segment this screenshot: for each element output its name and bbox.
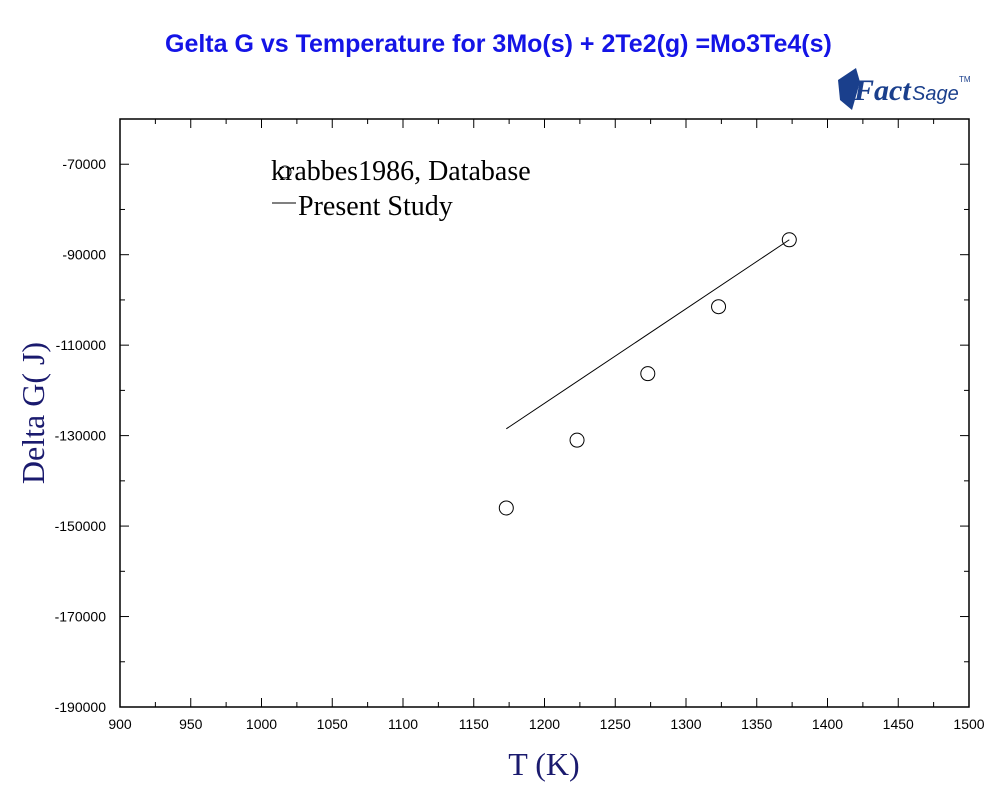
x-tick-label: 1450 (883, 716, 914, 732)
series-line-present-study (506, 239, 790, 430)
legend-marker-circle (278, 165, 292, 179)
y-tick-label: -90000 (62, 247, 106, 263)
x-tick-label: 1150 (459, 716, 489, 732)
x-tick-label: 1350 (741, 716, 772, 732)
y-tick-label: -190000 (55, 699, 107, 715)
x-tick-label: 1250 (600, 716, 631, 732)
chart-title: Gelta G vs Temperature for 3Mo(s) + 2Te2… (165, 30, 832, 58)
y-tick-label: -130000 (55, 428, 107, 444)
x-tick-label: 950 (179, 716, 203, 732)
legend-item-krabbes: krabbes1986, Database (271, 156, 531, 187)
y-tick-label: -70000 (62, 156, 106, 172)
y-axis-ticks: -70000 -90000 -110000 -130000 -150000 -170000… (55, 118, 969, 715)
data-point-krabbes (781, 232, 797, 248)
x-tick-label: 900 (108, 716, 132, 732)
svg-text:Sage: Sage (912, 83, 959, 105)
svg-text:TM: TM (959, 75, 971, 84)
plot-frame (119, 118, 970, 708)
legend: krabbes1986, Database Present Study (271, 156, 531, 222)
data-point-krabbes (498, 500, 514, 516)
x-tick-label: 1300 (670, 716, 701, 732)
factsage-logo-mark (838, 68, 860, 110)
y-tick-label: -110000 (56, 337, 107, 353)
svg-text:Fact: Fact (853, 74, 912, 107)
y-axis-label: Delta G( J) (15, 342, 51, 484)
x-tick-label: 1050 (317, 716, 348, 732)
factsage-logo: Fact Sage TM (838, 68, 971, 110)
x-tick-label: 1000 (246, 716, 277, 732)
data-point-krabbes (711, 299, 727, 315)
x-axis-ticks: 900 950 1000 1050 1100 1150 1200 1250 1300 1350 14… (108, 119, 985, 732)
krabbes-series (498, 232, 797, 516)
x-tick-label: 1200 (529, 716, 560, 732)
x-tick-label: 1400 (812, 716, 843, 732)
data-point-krabbes (569, 432, 585, 448)
x-tick-label: 1100 (388, 716, 418, 732)
x-axis-label: T (K) (508, 746, 579, 782)
x-tick-label: 1500 (953, 716, 984, 732)
y-tick-label: -170000 (55, 609, 107, 625)
legend-item-present-study: Present Study (298, 191, 453, 222)
present-study-series (506, 239, 790, 430)
data-point-krabbes (640, 366, 656, 382)
y-tick-label: -150000 (55, 518, 107, 534)
